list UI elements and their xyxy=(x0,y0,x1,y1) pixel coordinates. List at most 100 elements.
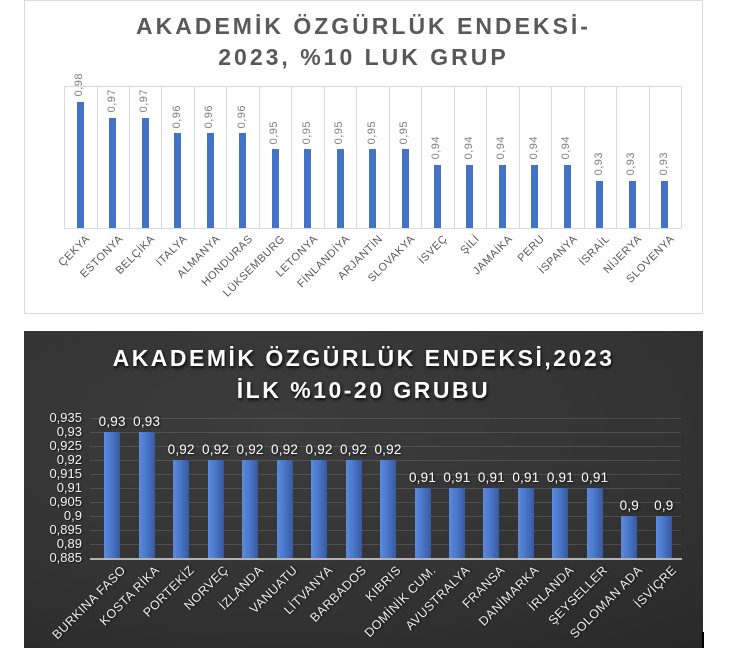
chart-title: AKADEMİK ÖZGÜRLÜK ENDEKSİ- 2023, %10 LUK… xyxy=(25,11,702,73)
gridline-vertical xyxy=(323,86,325,228)
value-label: 0,92 xyxy=(167,442,195,457)
gridline-vertical xyxy=(486,86,488,228)
bar--i-li- xyxy=(466,164,474,228)
y-axis-tick-label: 0,895 xyxy=(49,522,82,537)
value-label: 0,91 xyxy=(512,470,540,485)
chart-title-line1: AKADEMİK ÖZGÜRLÜK ENDEKSİ,2023 xyxy=(112,345,615,371)
gridline-vertical xyxy=(64,86,65,228)
gridline-vertical xyxy=(453,86,455,228)
gridline-vertical xyxy=(616,86,618,228)
gridline-vertical xyxy=(583,86,585,228)
value-label: 0,95 xyxy=(365,120,378,145)
value-label: 0,91 xyxy=(477,470,505,485)
bar-l-ksemburg xyxy=(271,149,279,228)
y-axis-tick-label: 0,925 xyxy=(49,438,82,453)
value-label: 0,92 xyxy=(374,442,402,457)
bar-dani-marka xyxy=(517,488,534,558)
value-label: 0,92 xyxy=(202,442,230,457)
x-axis-line xyxy=(90,558,682,560)
value-label: 0,9 xyxy=(654,498,674,513)
bar-ni-jerya xyxy=(628,180,636,228)
chart-title-line2: İLK %10-20 GRUBU xyxy=(236,377,491,403)
value-label: 0,93 xyxy=(98,414,126,429)
bar-slovenya xyxy=(661,180,669,228)
value-label: 0,91 xyxy=(408,470,437,485)
bar-almanya xyxy=(206,133,214,228)
value-label: 0,95 xyxy=(333,120,345,145)
x-axis-label: PERU xyxy=(515,233,548,265)
x-axis-line xyxy=(64,228,681,229)
gridline-vertical xyxy=(551,86,553,228)
value-label: 0,9 xyxy=(619,498,639,513)
x-axis-label: İSVEÇ xyxy=(416,233,450,267)
gridline-vertical xyxy=(518,86,520,228)
gridline-vertical xyxy=(161,86,163,228)
value-label: 0,95 xyxy=(268,120,281,145)
bar-vanuatu xyxy=(276,460,293,558)
value-label: 0,98 xyxy=(73,73,86,97)
y-axis-tick-label: 0,92 xyxy=(56,452,82,467)
bar-letonya xyxy=(304,149,312,228)
bar-porteki-z xyxy=(173,460,190,558)
y-axis-tick-label: 0,915 xyxy=(49,466,82,481)
gridline-vertical xyxy=(128,86,130,228)
value-label: 0,97 xyxy=(105,89,118,113)
bar-fransa xyxy=(483,488,500,558)
value-label: 0,93 xyxy=(657,152,670,176)
chart-title-line1: AKADEMİK ÖZGÜRLÜK ENDEKSİ- xyxy=(136,13,591,39)
gridline-vertical xyxy=(258,86,260,228)
value-label: 0,95 xyxy=(300,120,313,145)
value-label: 0,93 xyxy=(625,152,638,176)
value-label: 0,94 xyxy=(560,136,573,160)
value-label: 0,91 xyxy=(443,470,471,485)
value-label: 0,94 xyxy=(462,136,475,160)
bar-bel-i-ka xyxy=(141,117,149,228)
y-axis-tick-label: 0,935 xyxy=(49,410,82,425)
chart-academic-freedom-top10: AKADEMİK ÖZGÜRLÜK ENDEKSİ- 2023, %10 LUK… xyxy=(24,0,703,314)
gridline-vertical xyxy=(681,86,682,228)
gridline-vertical xyxy=(291,86,293,228)
bar-slovakya xyxy=(401,149,409,228)
y-axis-tick-label: 0,885 xyxy=(49,550,82,565)
bar-fi-nlandi-ya xyxy=(336,149,344,228)
bar-kosta-ri-ka xyxy=(138,432,155,558)
gridline-horizontal xyxy=(90,432,681,433)
bar-i-spanya xyxy=(563,164,571,228)
gridline-vertical xyxy=(226,86,228,228)
bar-arjanti-n xyxy=(369,149,376,228)
text-cursor-mark xyxy=(702,632,704,648)
chart-title-line2: 2023, %10 LUK GRUP xyxy=(218,44,509,70)
bar-barbados xyxy=(345,460,362,558)
bar-i-sve- xyxy=(433,164,441,228)
y-axis-tick-label: 0,905 xyxy=(49,494,82,509)
bar-domi-ni-k-cum- xyxy=(414,488,431,558)
bar-i-talya xyxy=(174,133,182,228)
bar-i-zlanda xyxy=(242,460,259,558)
bar-peru xyxy=(531,164,539,228)
gridline-horizontal xyxy=(90,418,681,419)
gridline-vertical xyxy=(193,86,195,228)
gridline-vertical xyxy=(648,86,650,228)
bar-honduras xyxy=(239,133,247,228)
value-label: 0,92 xyxy=(305,442,333,457)
chart-title: AKADEMİK ÖZGÜRLÜK ENDEKSİ,2023 İLK %10-2… xyxy=(24,342,703,406)
bar--ekya xyxy=(76,101,84,228)
bar--eyseller xyxy=(586,488,603,558)
bar-soloman-ada xyxy=(621,516,638,558)
bar-burkina-faso xyxy=(104,432,121,558)
bar-jamai-ka xyxy=(498,164,506,228)
gridline-vertical xyxy=(96,86,98,228)
gridline-vertical xyxy=(356,86,358,228)
value-label: 0,92 xyxy=(271,442,299,457)
bar-li-tvanya xyxy=(311,460,328,558)
chart-academic-freedom-10-20: AKADEMİK ÖZGÜRLÜK ENDEKSİ,2023 İLK %10-2… xyxy=(24,331,704,648)
value-label: 0,93 xyxy=(133,414,161,429)
plot-top-border xyxy=(64,86,681,87)
value-label: 0,95 xyxy=(398,120,410,145)
value-label: 0,91 xyxy=(546,470,574,485)
y-axis-tick-label: 0,93 xyxy=(56,424,82,439)
value-label: 0,96 xyxy=(235,104,248,129)
bar-i-srai-l xyxy=(596,180,604,228)
value-label: 0,91 xyxy=(581,470,609,485)
gridline-vertical xyxy=(421,86,423,228)
